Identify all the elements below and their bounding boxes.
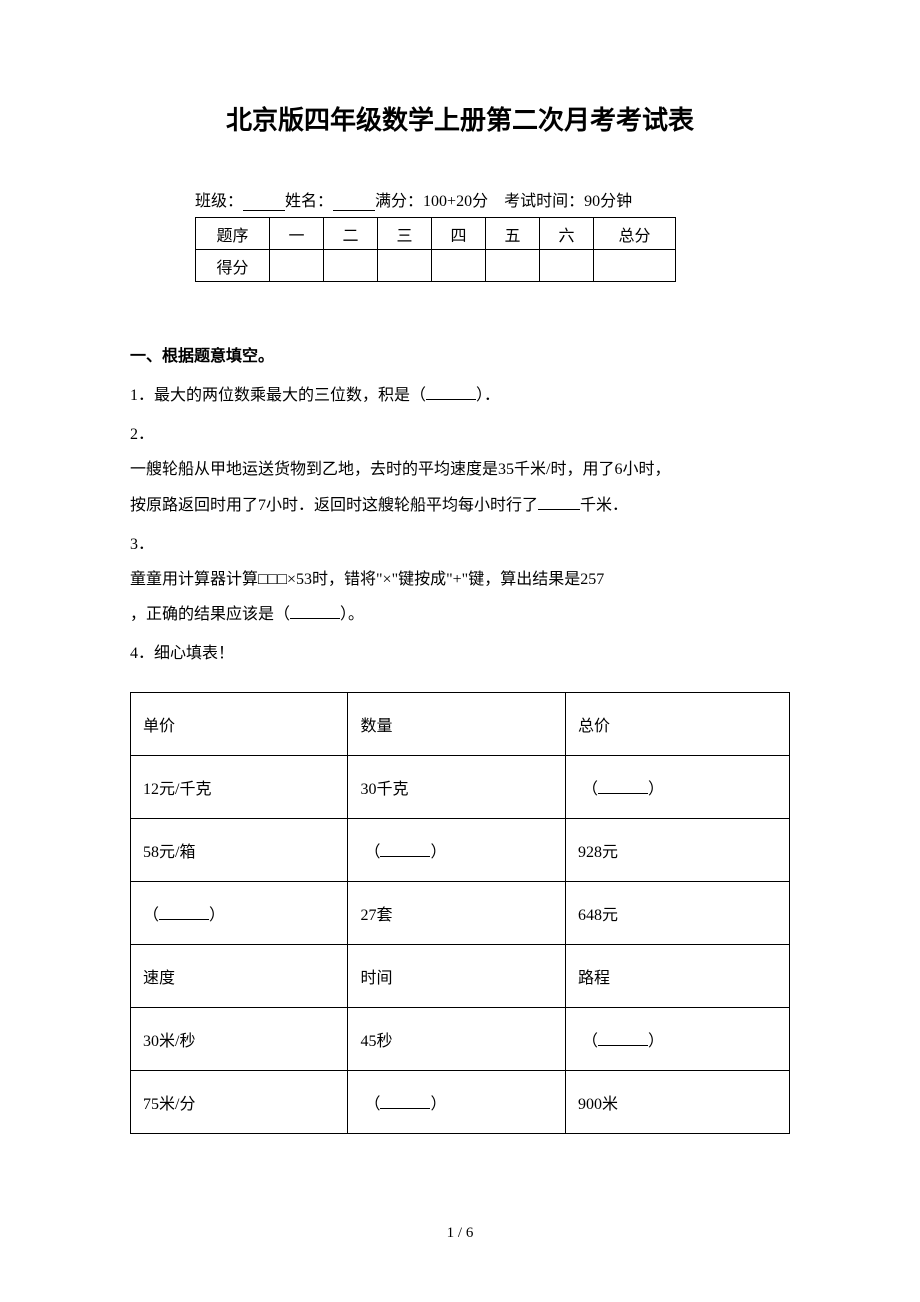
table-row: 速度 时间 路程	[131, 944, 790, 1007]
data-table: 单价 数量 总价 12元/千克 30千克 （） 58元/箱 （） 928元 （）…	[130, 692, 790, 1134]
q3-line2-before: ，正确的结果应该是（	[130, 606, 290, 623]
question-1: 1．最大的两位数乘最大的三位数，积是（ ）．	[130, 378, 790, 413]
exam-time-value: 90分钟	[584, 193, 632, 210]
full-marks-label: 满分：	[375, 193, 423, 210]
table-blank	[380, 1093, 430, 1109]
score-cell	[486, 250, 540, 282]
q2-line2-after: 千米．	[580, 497, 628, 514]
table-row: 58元/箱 （） 928元	[131, 818, 790, 881]
table-cell: 路程	[565, 944, 789, 1007]
score-cell	[378, 250, 432, 282]
score-col: 五	[486, 218, 540, 250]
score-cell	[432, 250, 486, 282]
q1-label: 1．	[130, 387, 154, 404]
score-col: 四	[432, 218, 486, 250]
score-total-label: 总分	[594, 218, 676, 250]
table-cell: 45秒	[348, 1007, 565, 1070]
table-cell: 时间	[348, 944, 565, 1007]
table-row: 75米/分 （） 900米	[131, 1070, 790, 1133]
q3-line2-after: ）。	[340, 606, 364, 623]
table-cell: 27套	[348, 881, 565, 944]
score-row-label: 得分	[196, 250, 270, 282]
table-cell: （）	[348, 1070, 565, 1133]
class-label: 班级：	[195, 193, 243, 210]
table-row: 单价 数量 总价	[131, 692, 790, 755]
q1-text-before: 最大的两位数乘最大的三位数，积是（	[154, 387, 426, 404]
table-row: 12元/千克 30千克 （）	[131, 755, 790, 818]
table-cell: （）	[565, 1007, 789, 1070]
table-cell: 数量	[348, 692, 565, 755]
table-cell: 30米/秒	[131, 1007, 348, 1070]
class-blank	[243, 193, 285, 211]
q1-text-after: ）．	[476, 387, 500, 404]
table-blank	[598, 778, 648, 794]
score-cell	[594, 250, 676, 282]
table-blank	[159, 904, 209, 920]
table-row: 题序 一 二 三 四 五 六 总分	[196, 218, 676, 250]
full-marks-value: 100+20分	[423, 193, 488, 210]
table-blank	[598, 1030, 648, 1046]
table-cell: 75米/分	[131, 1070, 348, 1133]
table-cell: （）	[348, 818, 565, 881]
score-cell	[324, 250, 378, 282]
table-cell: 900米	[565, 1070, 789, 1133]
page-footer: 1 / 6	[0, 1225, 920, 1242]
table-row: 30米/秒 45秒 （）	[131, 1007, 790, 1070]
q4-text: 细心填表！	[154, 645, 234, 662]
table-row: 得分	[196, 250, 676, 282]
section-heading: 一、根据题意填空。	[130, 342, 790, 366]
exam-title: 北京版四年级数学上册第二次月考考试表	[130, 100, 790, 137]
table-blank	[380, 841, 430, 857]
score-cell	[540, 250, 594, 282]
score-col: 一	[270, 218, 324, 250]
exam-time-label: 考试时间：	[504, 193, 584, 210]
score-row-label: 题序	[196, 218, 270, 250]
table-cell: 单价	[131, 692, 348, 755]
q1-blank	[426, 384, 476, 400]
q3-blank	[290, 603, 340, 619]
score-col: 二	[324, 218, 378, 250]
table-cell: 648元	[565, 881, 789, 944]
q2-line2-before: 按原路返回时用了7小时．返回时这艘轮船平均每小时行了	[130, 497, 538, 514]
score-col: 六	[540, 218, 594, 250]
q2-label: 2．	[130, 426, 154, 443]
table-cell: 总价	[565, 692, 789, 755]
question-4: 4．细心填表！	[130, 636, 790, 671]
q2-line1: 一艘轮船从甲地运送货物到乙地，去时的平均速度是35千米/时，用了6小时，	[130, 461, 670, 478]
table-cell: 12元/千克	[131, 755, 348, 818]
table-cell: 速度	[131, 944, 348, 1007]
table-cell: （）	[565, 755, 789, 818]
q3-line1: 童童用计算器计算□□□×53时，错将"×"键按成"+"键，算出结果是257	[130, 571, 604, 588]
name-label: 姓名：	[285, 193, 333, 210]
table-row: （） 27套 648元	[131, 881, 790, 944]
exam-meta-line: 班级： 姓名： 满分：100+20分 考试时间：90分钟	[195, 187, 790, 211]
q4-label: 4．	[130, 645, 154, 662]
score-cell	[270, 250, 324, 282]
table-cell: 30千克	[348, 755, 565, 818]
score-table: 题序 一 二 三 四 五 六 总分 得分	[195, 217, 676, 282]
table-cell: （）	[131, 881, 348, 944]
table-cell: 928元	[565, 818, 789, 881]
name-blank	[333, 193, 375, 211]
q2-blank	[538, 494, 580, 510]
question-2: 2． 一艘轮船从甲地运送货物到乙地，去时的平均速度是35千米/时，用了6小时， …	[130, 417, 790, 523]
table-cell: 58元/箱	[131, 818, 348, 881]
question-3: 3． 童童用计算器计算□□□×53时，错将"×"键按成"+"键，算出结果是257…	[130, 527, 790, 633]
score-col: 三	[378, 218, 432, 250]
q3-label: 3．	[130, 536, 154, 553]
